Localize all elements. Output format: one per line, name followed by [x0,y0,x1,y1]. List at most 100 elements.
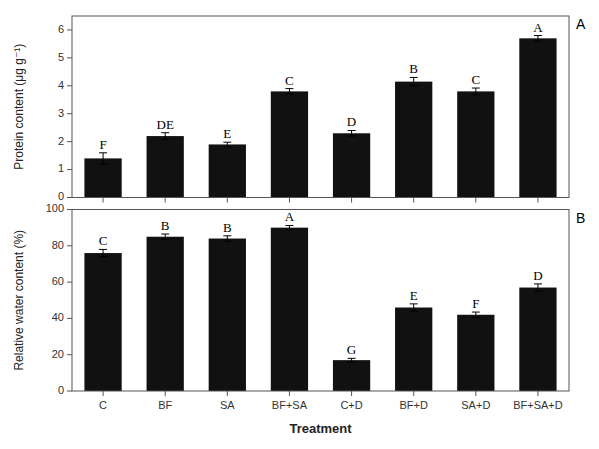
y-tick [67,354,72,355]
x-tick [537,391,538,396]
y-tick-label: 80 [52,239,64,251]
x-tick [537,198,538,203]
error-bar-cap [285,229,293,230]
y-axis-label: Protein content (μg g⁻¹) [12,44,26,170]
error-bar [285,225,293,229]
error-bar-cap [223,235,231,236]
significance-label: B [223,220,232,235]
error-bar-stem [413,77,414,85]
y-tick-label: 5 [58,51,64,63]
bars [84,225,556,391]
error-bar-cap [223,146,231,147]
error-bar-cap [472,317,480,318]
bar [147,237,184,391]
significance-label: D [533,268,542,283]
error-bar-cap [348,361,356,362]
y-tick-label: 2 [58,135,64,147]
y-tick [67,391,72,392]
error-bar-cap [348,136,356,137]
error-bar [410,304,418,311]
bar [209,239,246,391]
error-bar [99,249,107,256]
error-bar-cap [534,35,542,36]
error-bar-cap [534,283,542,284]
y-tick [67,57,72,58]
x-tick [227,391,228,396]
x-tick [165,391,166,396]
y-tick [67,85,72,86]
error-bar [472,312,480,317]
bar [457,91,494,197]
significance-label: DE [157,117,174,132]
panel-label: B [576,210,585,226]
panel: 020406080100Relative water content (%)CB… [12,202,585,436]
error-bar-cap [410,85,418,86]
error-bar-cap [348,130,356,131]
y-tick [67,245,72,246]
error-bar-stem [103,249,104,256]
y-tick [67,169,72,170]
x-tick-label: BF+D [399,399,427,411]
error-bar [99,153,107,164]
error-bar-stem [227,142,228,146]
error-bar [285,89,293,95]
plot-frame [72,210,569,392]
error-bar-cap [285,225,293,226]
error-bar-stem [475,88,476,95]
error-bar-cap [161,132,169,133]
significance-label: D [347,114,356,129]
significance-label: B [409,61,418,76]
bar [147,136,184,197]
y-tick [67,113,72,114]
error-bar-cap [410,311,418,312]
error-bar-stem [475,312,476,317]
bar [395,308,432,391]
y-axis-label: Relative water content (%) [12,230,26,371]
y-tick-label: 100 [46,202,64,214]
error-bar-cap [410,303,418,304]
significance-label: E [410,288,418,303]
error-bar-cap [348,358,356,359]
error-bar-cap [410,77,418,78]
error-bar-cap [161,239,169,240]
chart: 0123456Protein content (μg g⁻¹)FDEECDBCA… [0,0,599,449]
x-tick-label: BF+SA [272,399,308,411]
y-tick-label: 1 [58,162,64,174]
error-bar-cap [285,88,293,89]
error-bar [348,130,356,136]
significance-label: F [99,137,106,152]
error-bar-stem [351,130,352,136]
error-bar [223,236,231,241]
error-bar-cap [472,312,480,313]
error-bar-cap [99,249,107,250]
x-tick [413,198,414,203]
bar [333,133,370,197]
error-bar-cap [161,234,169,235]
panel-label: A [576,16,586,32]
significance-label: B [161,218,170,233]
bar [209,144,246,197]
bar [395,82,432,198]
error-bar-stem [289,225,290,229]
error-bar-cap [472,94,480,95]
y-tick [67,209,72,210]
x-tick [289,391,290,396]
bars [84,36,556,198]
significance-label: A [533,20,543,35]
y-tick-label: 60 [52,275,64,287]
error-bar-cap [534,41,542,42]
error-bar-stem [227,236,228,241]
error-bar-cap [99,163,107,164]
bar [84,253,121,391]
x-tick-label: SA [220,399,235,411]
x-tick [475,391,476,396]
error-bar-stem [165,133,166,140]
bar [457,315,494,391]
error-bar-stem [103,153,104,164]
significance-label: C [471,72,480,87]
error-bar-cap [285,94,293,95]
error-bar-stem [289,89,290,95]
significance-label: C [285,73,294,88]
bar [519,38,556,197]
error-bar-cap [223,142,231,143]
